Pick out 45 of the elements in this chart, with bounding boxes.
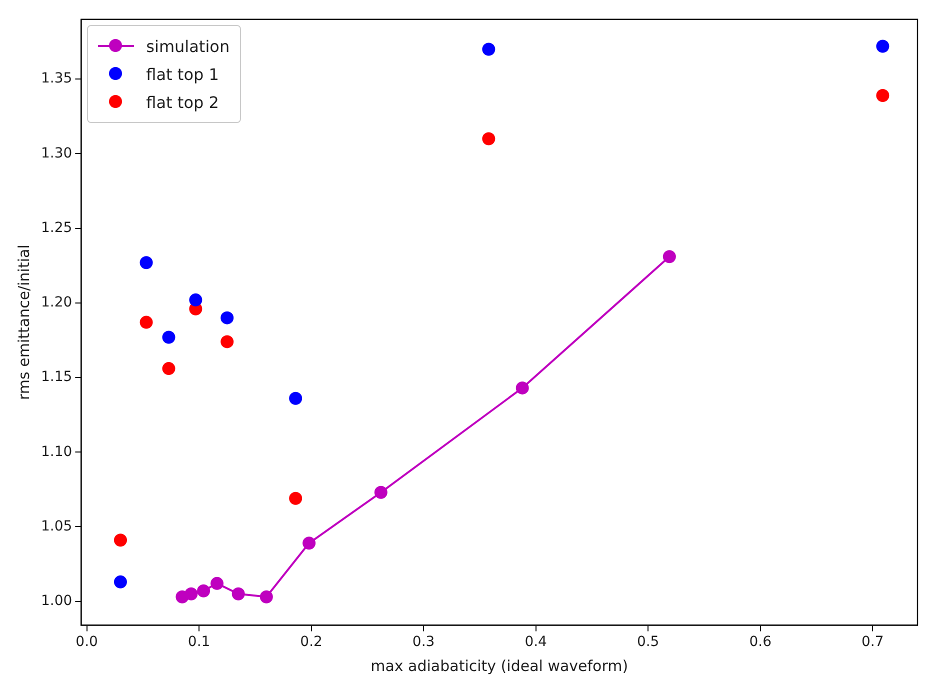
x-tick-label: 0.5	[636, 634, 660, 650]
point	[289, 492, 302, 505]
point	[482, 132, 496, 146]
y-tick-label: 1.10	[41, 444, 72, 460]
point	[189, 293, 202, 306]
y-tick-label: 1.05	[41, 518, 72, 534]
x-tick-label: 0.1	[188, 634, 210, 650]
x-tick-label: 0.0	[76, 634, 98, 650]
x-tick-label: 0.6	[749, 634, 772, 650]
y-tick-label: 1.30	[41, 145, 72, 162]
legend-label: flat top 2	[146, 92, 219, 112]
y-tick-label: 1.20	[41, 294, 72, 311]
point	[302, 536, 316, 550]
point	[114, 534, 127, 547]
point	[140, 256, 153, 270]
point	[662, 250, 676, 264]
x-tick-label: 0.2	[300, 634, 322, 650]
point	[220, 311, 234, 324]
point	[876, 89, 890, 102]
point	[220, 335, 234, 348]
point	[162, 330, 176, 344]
y-tick-label: 1.25	[41, 220, 72, 236]
point	[184, 587, 198, 600]
point	[260, 590, 273, 604]
x-tick-label: 0.7	[861, 634, 884, 650]
point	[140, 316, 153, 329]
legend-label: simulation	[146, 36, 230, 56]
point	[197, 584, 210, 598]
point	[210, 576, 224, 590]
y-tick-label: 1.35	[41, 70, 72, 87]
point	[162, 362, 176, 376]
x-tick-label: 0.3	[412, 634, 435, 650]
point	[232, 587, 245, 600]
y-axis-title: rms emittance/initial	[14, 244, 33, 400]
point	[482, 42, 496, 56]
x-tick-label: 0.4	[524, 634, 548, 650]
y-tick-label: 1.00	[41, 592, 72, 609]
point	[516, 381, 529, 394]
point	[114, 575, 127, 588]
point	[289, 392, 302, 405]
y-tick-label: 1.15	[41, 369, 72, 386]
point	[374, 486, 388, 499]
point	[876, 40, 890, 53]
x-axis-title: max adiabaticity (ideal waveform)	[370, 656, 628, 675]
legend-label: flat top 1	[146, 64, 219, 84]
